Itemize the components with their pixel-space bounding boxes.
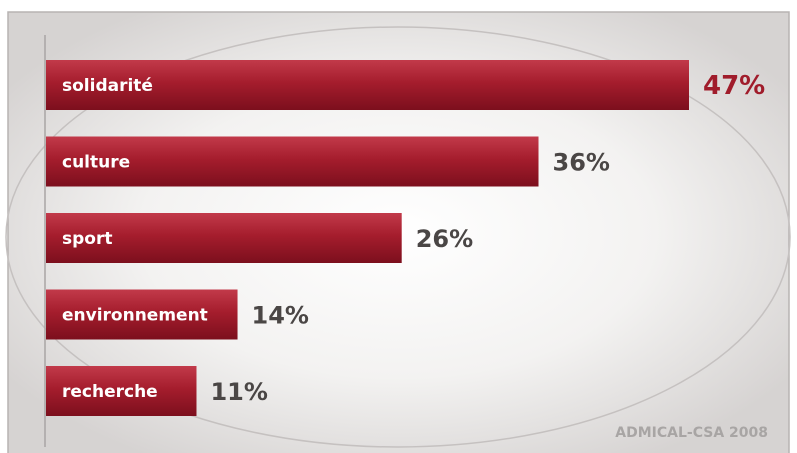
value-label-culture: 36% xyxy=(553,149,610,177)
value-label-solidarite: 47% xyxy=(703,71,765,101)
bar-label-sport: sport xyxy=(62,229,112,249)
bar-label-recherche: recherche xyxy=(62,382,158,402)
decorative-ellipse xyxy=(5,26,791,448)
source-label: ADMICAL-CSA 2008 xyxy=(615,425,768,441)
bar-sport xyxy=(46,213,402,263)
bar-recherche xyxy=(46,366,197,416)
value-label-recherche: 11% xyxy=(210,378,267,406)
bars-layer: solidarité 47% culture 36% sport 26% environne… xyxy=(46,60,765,416)
bar-label-culture: culture xyxy=(62,153,130,173)
chart-frame xyxy=(7,11,790,453)
value-label-sport: 26% xyxy=(416,225,473,253)
bar-solidarite xyxy=(46,60,689,110)
bar-culture xyxy=(46,136,539,187)
value-label-environnement: 14% xyxy=(252,302,309,330)
bar-label-environnement: environnement xyxy=(62,306,208,326)
bar-environnement xyxy=(46,289,238,340)
bar-label-solidarite: solidarité xyxy=(62,76,153,96)
